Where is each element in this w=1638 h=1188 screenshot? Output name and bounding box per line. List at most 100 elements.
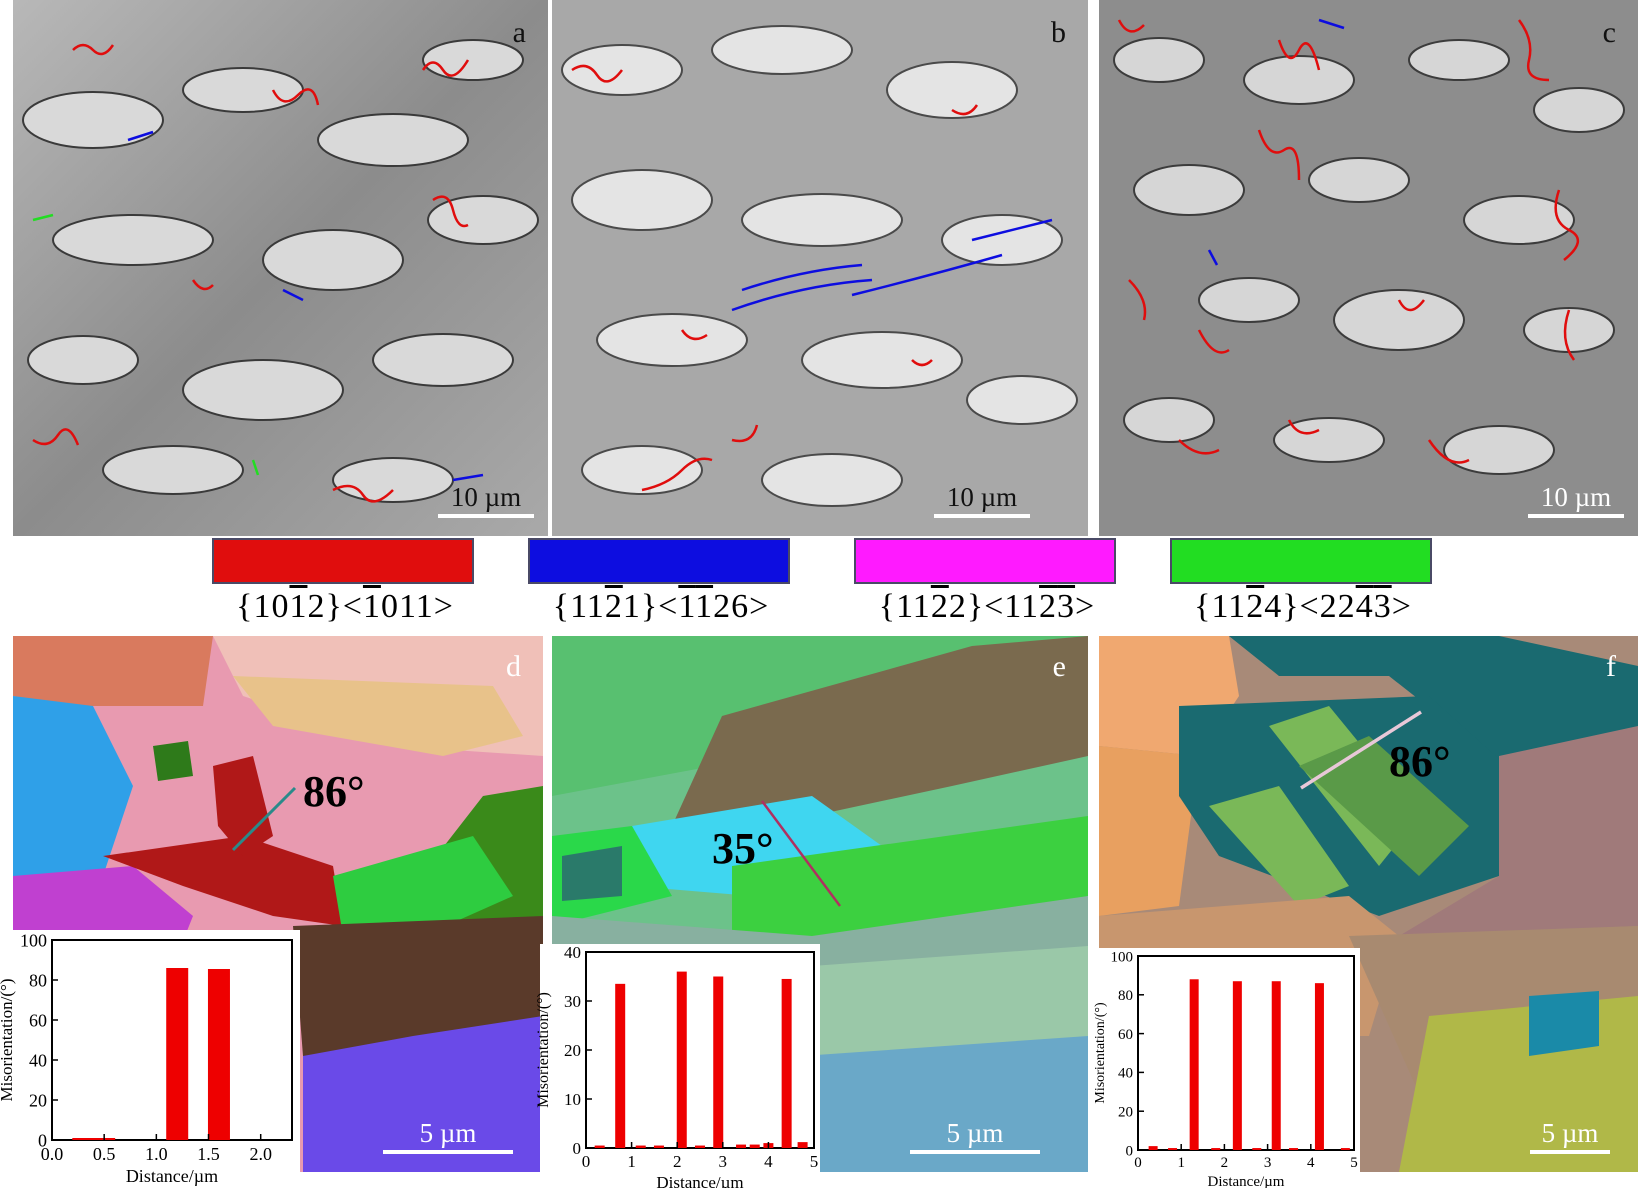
x-tick-label: 1 (1177, 1155, 1185, 1171)
x-tick-label: 2.0 (249, 1144, 272, 1164)
micrograph-c: c 10 µm (1099, 0, 1638, 536)
y-tick-label: 40 (29, 1050, 47, 1070)
legend-label-2: {1121}<1126> (552, 588, 770, 625)
legend-label-4: {1124}<2243> (1194, 588, 1412, 625)
bar (1211, 1148, 1221, 1150)
bar (1289, 1148, 1299, 1150)
inset-chart-d: 0 20 40 60 80 100 0.0 0.5 1.0 1.5 2.0 Distance/µm Mi… (0, 930, 300, 1188)
scale-bar-f-line (1530, 1150, 1610, 1154)
x-tick-label: 3 (1264, 1155, 1272, 1171)
bar (653, 1145, 664, 1148)
y-tick-label: 100 (1111, 949, 1134, 965)
panel-letter-d: d (506, 650, 521, 683)
y-tick-label: 80 (1118, 988, 1133, 1004)
micrograph-b: b 10 µm (552, 0, 1088, 536)
bar (635, 1145, 646, 1148)
x-tick-label: 4 (1307, 1155, 1315, 1171)
bar (1314, 983, 1324, 1150)
scale-bar-b-label: 10 µm (946, 482, 1018, 512)
bar (1340, 1148, 1350, 1150)
bar (1271, 981, 1281, 1150)
legend-label-1: {1012}<1011> (236, 588, 454, 625)
line-profile-e (760, 800, 842, 907)
bar (797, 1142, 808, 1148)
x-tick-label: 5 (810, 1152, 819, 1171)
ebsd-map-e: e 35° 5 µm (552, 636, 1088, 1172)
scale-bar-f: 5 µm (1530, 1118, 1610, 1154)
scale-bar-c: 10 µm (1528, 482, 1624, 518)
y-tick-label: 0 (1126, 1143, 1134, 1159)
bar (207, 969, 230, 1140)
legend-swatch-3 (854, 538, 1116, 584)
scale-bar-d-line (383, 1150, 513, 1154)
misorientation-angle-f: 86° (1389, 737, 1451, 786)
inset-chart-d-svg: 0 20 40 60 80 100 0.0 0.5 1.0 1.5 2.0 Distance/µm Mi… (0, 930, 293, 1186)
scale-bar-e: 5 µm (910, 1118, 1040, 1154)
x-axis-label: Distance/µm (1208, 1174, 1285, 1188)
x-axis-label: Distance/µm (656, 1173, 743, 1188)
x-tick-label: 1.0 (145, 1144, 168, 1164)
misorientation-angle-e: 35° (712, 824, 774, 873)
y-axis-label: Misorientation/(°) (1093, 1002, 1108, 1104)
x-tick-label: 2 (1221, 1155, 1229, 1171)
bar (749, 1144, 760, 1148)
y-tick-label: 20 (29, 1090, 47, 1110)
x-tick-label: 1.5 (197, 1144, 220, 1164)
inset-chart-e: 0 10 20 30 40 0 1 2 3 4 5 Distance/µm Misorientation… (535, 943, 820, 1188)
scale-bar-e-label: 5 µm (946, 1118, 1004, 1148)
scale-bar-a-label: 10 µm (450, 482, 522, 512)
micrograph-a: a 10 µm (13, 0, 548, 536)
y-tick-label: 30 (564, 992, 581, 1011)
scale-bar-b-line (934, 514, 1030, 518)
bar (72, 1138, 95, 1140)
panel-letter-f: f (1606, 650, 1616, 683)
x-tick-label: 0 (1134, 1155, 1142, 1171)
x-tick-label: 0.5 (93, 1144, 116, 1164)
x-axis-label: Distance/µm (126, 1166, 218, 1186)
y-tick-label: 40 (1118, 1066, 1133, 1082)
bar (713, 976, 724, 1148)
y-tick-label: 20 (1118, 1104, 1133, 1120)
x-tick-label: 4 (764, 1152, 773, 1171)
legend-swatch-2 (528, 538, 790, 584)
scale-bar-f-label: 5 µm (1541, 1118, 1599, 1148)
x-tick-label: 5 (1350, 1155, 1358, 1171)
ebsd-map-f-image (1099, 636, 1638, 1172)
line-profile-f (1300, 710, 1422, 790)
scale-bar-d: 5 µm (383, 1118, 513, 1154)
y-tick-label: 60 (29, 1010, 47, 1030)
line-profile-d (231, 786, 297, 852)
bar (781, 978, 792, 1148)
x-tick-label: 0.0 (41, 1144, 64, 1164)
bar (1148, 1146, 1158, 1150)
micrograph-a-image (13, 0, 548, 536)
bar (676, 971, 687, 1148)
bar (1168, 1148, 1178, 1150)
bar (594, 1145, 605, 1148)
inset-chart-f-svg: 0 20 40 60 80 100 0 1 2 3 4 5 Distance/µm Misorientat… (1093, 949, 1358, 1188)
legend-swatch-1 (212, 538, 474, 584)
y-axis-label: Misorientation/(°) (0, 979, 16, 1102)
bar (695, 1145, 705, 1148)
inset-chart-e-svg: 0 10 20 30 40 0 1 2 3 4 5 Distance/µm Misorientation… (535, 943, 819, 1188)
scale-bar-d-label: 5 µm (419, 1118, 477, 1148)
y-tick-label: 60 (1118, 1027, 1133, 1043)
legend-swatch-4 (1170, 538, 1432, 584)
micrograph-c-image (1099, 0, 1638, 536)
y-tick-label: 0 (573, 1139, 582, 1158)
scale-bar-c-label: 10 µm (1540, 482, 1612, 512)
panel-letter-c: c (1602, 16, 1616, 49)
y-tick-label: 80 (29, 970, 47, 990)
bar (736, 1144, 747, 1148)
inset-chart-f: 0 20 40 60 80 100 0 1 2 3 4 5 Distance/µm Misorientat… (1093, 948, 1360, 1188)
x-tick-label: 3 (719, 1152, 728, 1171)
y-tick-label: 40 (564, 943, 581, 962)
bar (166, 968, 189, 1140)
scale-bar-e-line (910, 1150, 1040, 1154)
y-tick-label: 20 (564, 1041, 581, 1060)
y-tick-label: 100 (20, 930, 47, 950)
panel-letter-e: e (1052, 650, 1066, 683)
y-axis-label: Misorientation/(°) (535, 992, 552, 1108)
bar (1232, 981, 1242, 1150)
scale-bar-b: 10 µm (934, 482, 1030, 518)
